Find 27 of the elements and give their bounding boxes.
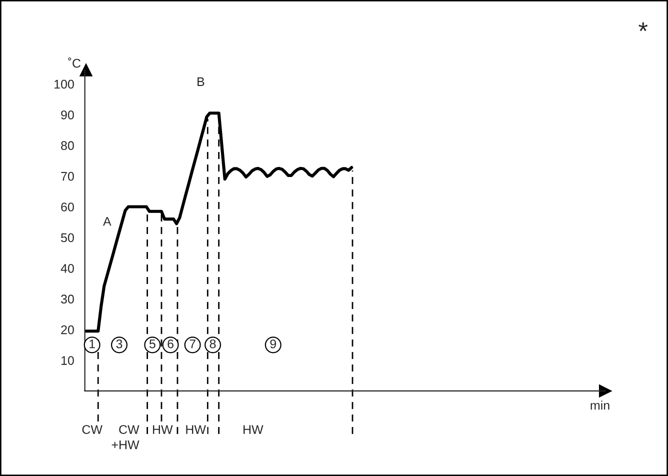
text: min xyxy=(590,400,610,410)
y-tick-label: 40 xyxy=(60,264,74,273)
text: HW xyxy=(244,425,264,434)
y-tick-label: 30 xyxy=(60,294,74,304)
annotation: 3 xyxy=(116,339,122,348)
y-tick-label: 70 xyxy=(61,172,74,181)
annotation: 1 xyxy=(90,340,95,348)
text: CW +HW xyxy=(112,425,140,450)
annotation: 7 xyxy=(190,340,196,348)
annotation: 8 xyxy=(210,339,216,348)
text: HW xyxy=(186,425,206,434)
y-tick-label: 90 xyxy=(61,110,74,120)
text: HW xyxy=(153,425,173,434)
y-tick-label: 60 xyxy=(61,202,74,212)
annotation: 9 xyxy=(270,339,276,348)
annotation: B xyxy=(198,77,204,86)
y-tick-label: 80 xyxy=(61,141,74,150)
annotation: A xyxy=(103,217,112,226)
annotation: 6 xyxy=(168,339,174,348)
y-tick-label: 100 xyxy=(54,80,74,89)
annotation: 5 xyxy=(149,340,156,348)
text: CW xyxy=(82,425,102,434)
y-tick-label: 10 xyxy=(61,356,74,365)
y-tick-label: 50 xyxy=(61,233,74,242)
text: * xyxy=(638,22,648,32)
y-axis-title: ˚C xyxy=(68,57,81,68)
y-tick-label: 20 xyxy=(61,325,74,334)
